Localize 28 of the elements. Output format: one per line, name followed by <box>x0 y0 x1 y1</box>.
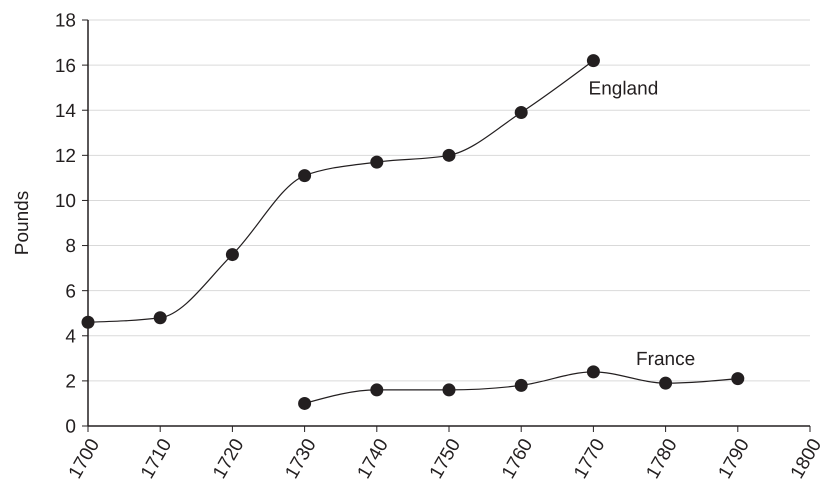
point <box>226 248 239 262</box>
point <box>514 378 528 392</box>
point <box>659 376 672 390</box>
point <box>731 372 744 386</box>
point <box>298 169 312 182</box>
series-label: England <box>588 78 658 100</box>
y-axis-title: Pounds <box>12 190 33 256</box>
y-tick-label: 16 <box>54 56 76 77</box>
y-tick-label: 4 <box>65 326 76 348</box>
y-tick-label: 6 <box>65 281 76 302</box>
y-tick-label: 14 <box>54 100 76 122</box>
point <box>514 106 528 119</box>
point <box>586 365 600 378</box>
y-tick-label: 2 <box>65 372 76 393</box>
y-tick-label: 18 <box>54 10 76 32</box>
point <box>442 383 456 396</box>
point <box>442 148 456 162</box>
point <box>154 311 167 324</box>
point <box>298 396 312 410</box>
point <box>82 316 94 329</box>
y-tick-label: 8 <box>65 236 76 258</box>
y-tick-label: 10 <box>54 191 76 212</box>
y-tick-label: 0 <box>65 416 76 438</box>
point <box>370 383 384 396</box>
point <box>586 54 600 68</box>
y-tick-label: 12 <box>54 146 76 167</box>
series-label: France <box>636 349 696 370</box>
point <box>370 156 384 169</box>
